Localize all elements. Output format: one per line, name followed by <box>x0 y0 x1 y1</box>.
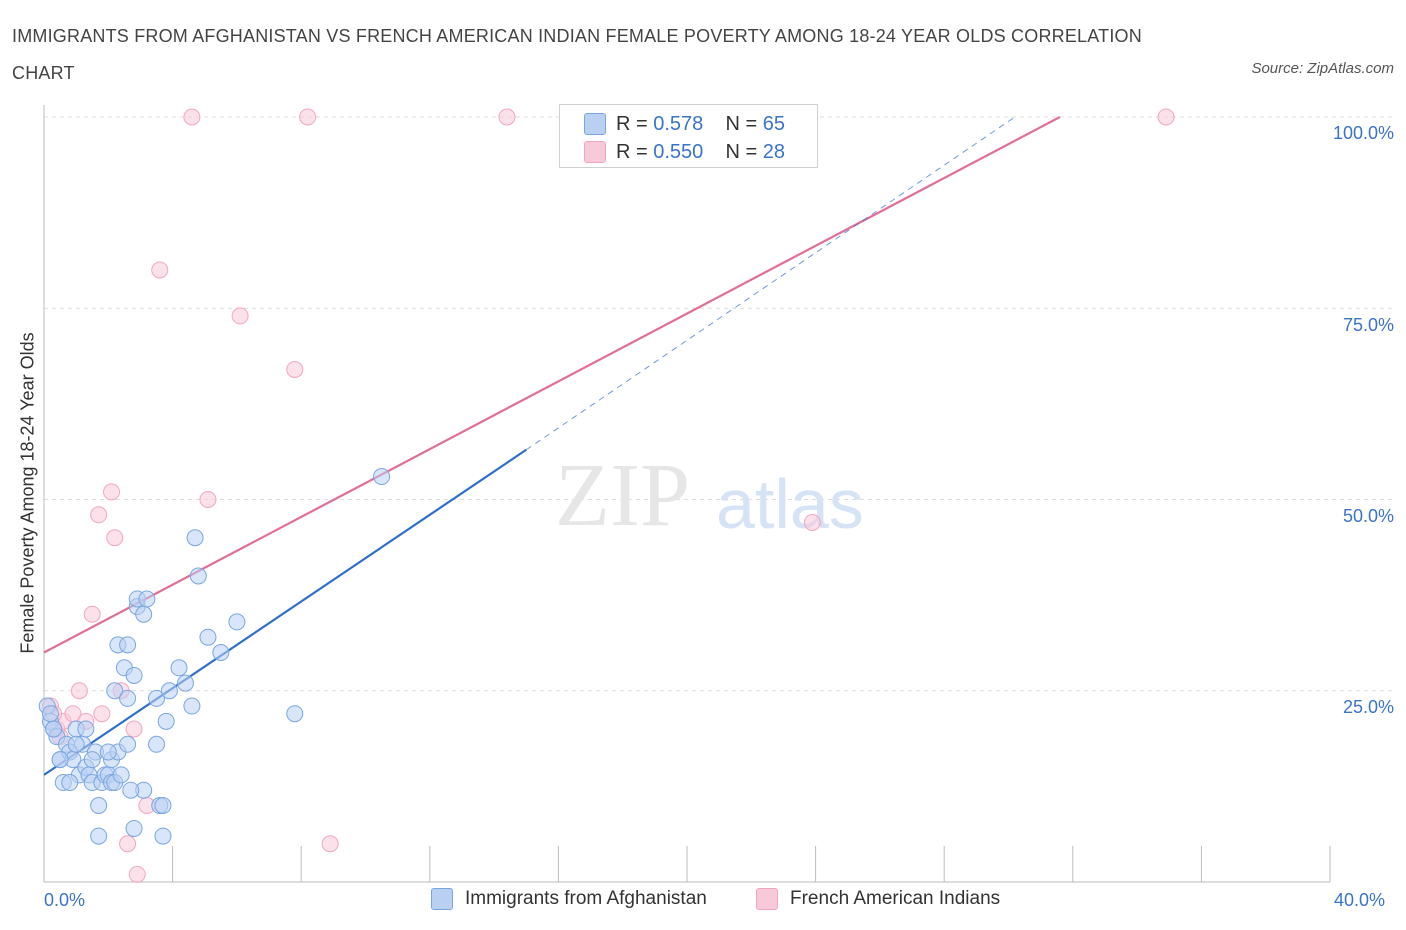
trend-lines <box>43 116 1061 776</box>
data-point-afghanistan <box>90 797 108 814</box>
r-value: 0.578 <box>653 112 704 135</box>
data-point-afghanistan <box>125 819 143 837</box>
legend-label: French American Indians <box>790 888 1001 909</box>
data-point-french-american-indian <box>299 108 317 126</box>
data-point-french-american-indian <box>498 108 516 126</box>
data-point-afghanistan <box>157 712 175 730</box>
axes <box>43 105 1331 883</box>
data-point-afghanistan <box>160 682 178 700</box>
data-point-afghanistan <box>135 605 153 623</box>
data-point-french-american-indian <box>803 513 821 531</box>
data-point-afghanistan <box>186 529 204 547</box>
x-tick-label: 0.0% <box>44 890 86 910</box>
data-point-french-american-indian <box>1157 108 1175 126</box>
data-point-french-american-indian <box>183 108 201 126</box>
data-point-afghanistan <box>170 659 188 677</box>
legend-stats: R = 0.550 N = 28 <box>616 141 785 164</box>
y-tick-label: 75.0% <box>1342 315 1394 335</box>
data-point-afghanistan <box>148 735 166 753</box>
data-point-afghanistan <box>228 613 246 631</box>
n-label: N = <box>725 112 763 135</box>
data-point-french-american-indian <box>231 307 249 325</box>
data-point-afghanistan <box>41 705 59 723</box>
data-point-french-american-indian <box>321 835 339 853</box>
watermark-zip: ZIP <box>555 446 690 545</box>
data-point-afghanistan <box>67 735 85 753</box>
data-point-afghanistan <box>61 774 79 792</box>
data-point-afghanistan <box>176 674 194 692</box>
bottom-legend-french-american-indians: French American Indians <box>756 888 1000 910</box>
data-point-afghanistan <box>112 766 130 784</box>
data-point-french-american-indian <box>90 506 108 524</box>
y-tick-label: 25.0% <box>1342 697 1394 717</box>
data-point-afghanistan <box>183 697 201 715</box>
data-point-afghanistan <box>106 682 124 700</box>
data-point-french-american-indian <box>286 360 304 378</box>
legend-swatch-blue <box>431 888 453 910</box>
data-point-french-american-indian <box>151 261 169 279</box>
data-point-afghanistan <box>373 468 391 486</box>
data-point-french-american-indian <box>93 705 111 723</box>
r-label: R = <box>616 140 654 163</box>
data-point-french-american-indian <box>83 605 101 623</box>
n-value: 28 <box>762 140 786 163</box>
legend-swatch-blue <box>584 113 606 135</box>
data-point-afghanistan <box>125 666 143 684</box>
x-tick-label: 40.0% <box>1334 890 1386 910</box>
trend-line-afghanistan <box>43 448 527 776</box>
data-point-afghanistan <box>199 628 217 646</box>
data-point-afghanistan <box>212 644 230 661</box>
data-point-french-american-indian <box>70 682 88 700</box>
legend-swatch-pink <box>584 141 606 163</box>
y-tick-label: 50.0% <box>1342 506 1394 526</box>
data-point-afghanistan <box>90 827 108 845</box>
grid-lines <box>44 116 1392 692</box>
data-points <box>38 108 1175 883</box>
r-value: 0.550 <box>653 140 704 163</box>
data-point-french-american-indian <box>103 483 121 501</box>
data-point-french-american-indian <box>106 529 124 547</box>
chart-title: IMMIGRANTS FROM AFGHANISTAN VS FRENCH AM… <box>12 26 1142 83</box>
data-point-afghanistan <box>119 735 137 753</box>
data-point-french-american-indian <box>119 835 137 853</box>
r-label: R = <box>616 112 654 135</box>
legend-swatch-pink <box>756 888 778 910</box>
y-tick-label: 100.0% <box>1332 123 1394 143</box>
data-point-french-american-indian <box>128 865 146 883</box>
data-point-afghanistan <box>154 797 172 814</box>
watermark-atlas: atlas <box>716 465 864 543</box>
data-point-afghanistan <box>286 705 304 723</box>
data-point-afghanistan <box>83 751 101 769</box>
data-point-french-american-indian <box>199 491 217 508</box>
source-credit: Source: ZipAtlas.com <box>1251 60 1394 77</box>
n-value: 65 <box>762 112 786 135</box>
data-point-afghanistan <box>189 567 207 585</box>
data-point-afghanistan <box>99 743 117 761</box>
data-point-afghanistan <box>154 827 172 845</box>
data-point-afghanistan <box>119 636 137 654</box>
data-point-afghanistan <box>122 781 140 799</box>
data-point-afghanistan <box>77 720 95 738</box>
data-point-french-american-indian <box>125 720 143 738</box>
legend-stats: R = 0.578 N = 65 <box>616 113 785 136</box>
legend-label: Immigrants from Afghanistan <box>465 888 707 909</box>
data-point-afghanistan <box>138 590 156 608</box>
data-point-afghanistan <box>119 689 137 707</box>
data-point-afghanistan <box>148 689 166 707</box>
trend-line-french-american-indians <box>43 116 1061 654</box>
stats-legend: R = 0.578 N = 65 R = 0.550 N = 28 <box>559 104 818 168</box>
y-axis-label: Female Poverty Among 18-24 Year Olds <box>17 332 38 654</box>
n-label: N = <box>725 140 763 163</box>
data-point-afghanistan <box>51 751 69 769</box>
data-point-afghanistan <box>45 720 63 738</box>
bottom-legend-afghanistan: Immigrants from Afghanistan <box>431 888 707 910</box>
